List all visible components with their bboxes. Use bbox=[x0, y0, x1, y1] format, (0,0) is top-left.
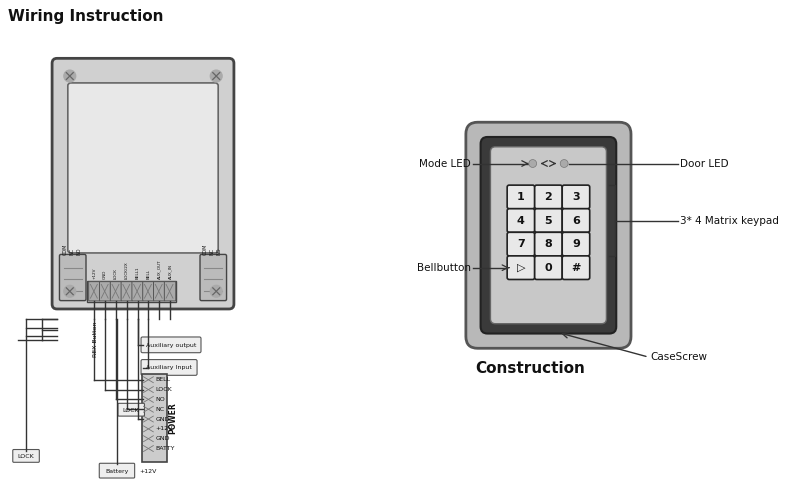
FancyBboxPatch shape bbox=[534, 232, 562, 256]
Text: COM: COM bbox=[203, 244, 208, 255]
FancyBboxPatch shape bbox=[507, 232, 534, 256]
Text: NO: NO bbox=[76, 248, 81, 255]
Text: NC: NC bbox=[70, 248, 74, 255]
FancyBboxPatch shape bbox=[89, 282, 100, 301]
Text: 4: 4 bbox=[517, 216, 525, 226]
Text: +12V: +12V bbox=[155, 426, 173, 432]
FancyBboxPatch shape bbox=[121, 282, 133, 301]
FancyBboxPatch shape bbox=[118, 404, 145, 416]
FancyBboxPatch shape bbox=[534, 208, 562, 233]
Text: NC: NC bbox=[155, 406, 165, 412]
FancyBboxPatch shape bbox=[481, 137, 616, 334]
FancyBboxPatch shape bbox=[507, 208, 534, 233]
Text: LOCK: LOCK bbox=[122, 408, 139, 412]
Text: Mode LED: Mode LED bbox=[419, 158, 470, 168]
Text: +12V: +12V bbox=[92, 267, 96, 278]
FancyBboxPatch shape bbox=[534, 256, 562, 280]
Text: 5: 5 bbox=[545, 216, 552, 226]
FancyBboxPatch shape bbox=[164, 282, 176, 301]
Text: REX Button: REX Button bbox=[93, 322, 98, 357]
Text: BELL1: BELL1 bbox=[135, 266, 139, 278]
Text: 6: 6 bbox=[572, 216, 580, 226]
FancyBboxPatch shape bbox=[534, 185, 562, 208]
FancyBboxPatch shape bbox=[141, 337, 201, 352]
Text: Bellbutton: Bellbutton bbox=[417, 262, 470, 272]
Text: #: # bbox=[571, 262, 581, 272]
FancyBboxPatch shape bbox=[59, 254, 86, 300]
Text: 1: 1 bbox=[517, 192, 525, 202]
FancyBboxPatch shape bbox=[68, 83, 218, 253]
Circle shape bbox=[210, 286, 222, 297]
FancyBboxPatch shape bbox=[507, 185, 534, 208]
FancyBboxPatch shape bbox=[132, 282, 143, 301]
FancyBboxPatch shape bbox=[562, 208, 590, 233]
Text: BELL: BELL bbox=[146, 268, 150, 278]
FancyBboxPatch shape bbox=[562, 185, 590, 208]
Text: 9: 9 bbox=[572, 239, 580, 249]
Text: GND: GND bbox=[155, 416, 170, 422]
Text: 8: 8 bbox=[545, 239, 552, 249]
Text: LOCK: LOCK bbox=[114, 268, 118, 278]
Text: Auxiliary output: Auxiliary output bbox=[146, 343, 196, 348]
FancyBboxPatch shape bbox=[99, 464, 134, 478]
Text: Wiring Instruction: Wiring Instruction bbox=[8, 9, 163, 24]
FancyBboxPatch shape bbox=[87, 281, 177, 301]
FancyBboxPatch shape bbox=[110, 282, 122, 301]
FancyBboxPatch shape bbox=[200, 254, 226, 300]
Text: BELL: BELL bbox=[155, 377, 170, 382]
FancyBboxPatch shape bbox=[466, 122, 631, 348]
Circle shape bbox=[210, 70, 222, 82]
FancyBboxPatch shape bbox=[562, 232, 590, 256]
Text: Construction: Construction bbox=[476, 361, 586, 376]
Text: NO: NO bbox=[155, 397, 165, 402]
Text: AUX_IN: AUX_IN bbox=[168, 264, 172, 278]
Text: LOCK: LOCK bbox=[17, 454, 34, 459]
FancyBboxPatch shape bbox=[154, 282, 165, 301]
Text: 3* 4 Matrix keypad: 3* 4 Matrix keypad bbox=[680, 216, 779, 226]
FancyBboxPatch shape bbox=[142, 282, 154, 301]
FancyBboxPatch shape bbox=[52, 58, 234, 309]
FancyBboxPatch shape bbox=[490, 147, 606, 324]
Circle shape bbox=[560, 160, 568, 168]
Text: +12V: +12V bbox=[139, 468, 157, 473]
Text: GND: GND bbox=[155, 436, 170, 441]
Text: AUX_OUT: AUX_OUT bbox=[158, 259, 162, 278]
Text: COM: COM bbox=[62, 244, 67, 255]
Text: NO: NO bbox=[217, 248, 222, 255]
Text: 2: 2 bbox=[545, 192, 552, 202]
FancyBboxPatch shape bbox=[141, 360, 197, 376]
Text: LOCK: LOCK bbox=[155, 387, 172, 392]
Text: BATTY: BATTY bbox=[155, 446, 174, 451]
Circle shape bbox=[64, 286, 76, 297]
Text: GND: GND bbox=[103, 269, 107, 278]
Text: Door LED: Door LED bbox=[680, 158, 729, 168]
Text: CaseScrew: CaseScrew bbox=[650, 352, 708, 362]
FancyBboxPatch shape bbox=[13, 450, 39, 462]
Circle shape bbox=[529, 160, 537, 168]
Text: Auxiliary Input: Auxiliary Input bbox=[146, 366, 192, 370]
Circle shape bbox=[64, 70, 76, 82]
Text: 3: 3 bbox=[572, 192, 580, 202]
Text: LOCK/2X: LOCK/2X bbox=[125, 261, 129, 278]
FancyBboxPatch shape bbox=[507, 256, 534, 280]
Text: POWER: POWER bbox=[168, 402, 177, 434]
Text: ▷: ▷ bbox=[517, 262, 525, 272]
FancyBboxPatch shape bbox=[142, 374, 166, 462]
Text: 0: 0 bbox=[545, 262, 552, 272]
Text: NC: NC bbox=[210, 248, 214, 255]
Text: Battery: Battery bbox=[106, 468, 129, 473]
FancyBboxPatch shape bbox=[562, 256, 590, 280]
Text: 7: 7 bbox=[517, 239, 525, 249]
FancyBboxPatch shape bbox=[99, 282, 111, 301]
